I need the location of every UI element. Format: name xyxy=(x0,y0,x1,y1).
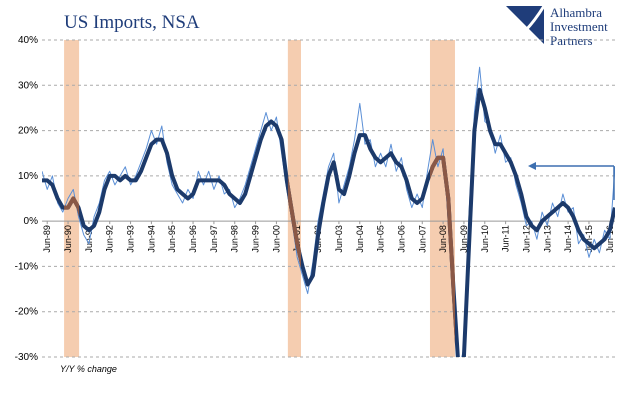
y-tick-label: -30% xyxy=(15,352,38,363)
logo-mark xyxy=(506,6,544,44)
x-tick-label: Jun-08 xyxy=(438,225,448,253)
x-tick-label: Jun-98 xyxy=(230,225,240,253)
y-tick-label: -10% xyxy=(15,261,38,272)
x-tick-label: Jun-07 xyxy=(417,225,427,253)
shaded-period xyxy=(287,40,301,357)
note: Y/Y % change xyxy=(60,364,117,374)
x-tick-label: Jun-04 xyxy=(355,225,365,253)
x-tick-label: Jun-10 xyxy=(480,225,490,253)
x-tick-label: Jun-14 xyxy=(563,225,573,253)
series-line xyxy=(42,87,615,357)
logo-text: Alhambra xyxy=(550,5,602,20)
x-tick-label: Jun-97 xyxy=(209,225,219,253)
x-tick-label: Jun-96 xyxy=(188,225,198,253)
arrow-head xyxy=(528,162,536,170)
x-tick-label: Jun-06 xyxy=(396,225,406,253)
shaded-period xyxy=(429,40,455,357)
x-tick-label: Jun-93 xyxy=(126,225,136,253)
plot: -30% -20% -10% 0% 10% 20% 30% 40% Jun-89 Jun-90 Ju… xyxy=(15,35,615,363)
x-tick-label: Jun-03 xyxy=(334,225,344,253)
x-tick-label: Jun-12 xyxy=(521,225,531,253)
logo-text: Investment xyxy=(550,19,608,34)
series-line xyxy=(42,66,615,357)
x-tick-label: Jun-11 xyxy=(501,225,511,252)
x-tick-label: Jun-15 xyxy=(584,225,594,253)
x-tick-label: Jun-09 xyxy=(459,225,469,253)
logo: Alhambra Investment Partners xyxy=(505,5,608,48)
plot-clip xyxy=(42,66,615,357)
x-tick-label: Jun-89 xyxy=(42,225,52,253)
y-tick-label: 10% xyxy=(18,171,38,182)
x-tick-label: Jun-99 xyxy=(251,225,261,253)
x-tick-label: Jun-13 xyxy=(542,225,552,253)
y-tick-label: 30% xyxy=(18,80,38,91)
y-tick-label: -20% xyxy=(15,307,38,318)
y-tick-label: 0% xyxy=(24,216,39,227)
logo-swoosh xyxy=(505,5,546,46)
x-tick-label: Jun-05 xyxy=(376,225,386,253)
x-tick-label: Jun-95 xyxy=(167,225,177,253)
chart-title: US Imports, NSA xyxy=(64,12,200,33)
x-tick-label: Jun-00 xyxy=(271,225,281,253)
x-tick-label: Jun-90 xyxy=(63,225,73,253)
y-tick-label: 20% xyxy=(18,126,38,137)
annotation-arrow xyxy=(528,162,615,200)
y-tick-label: 40% xyxy=(18,35,38,46)
x-tick-label: Jun-94 xyxy=(146,225,156,253)
x-tick-label: Jun-92 xyxy=(105,225,115,253)
x-tick-label: Jun-91 xyxy=(84,225,94,253)
